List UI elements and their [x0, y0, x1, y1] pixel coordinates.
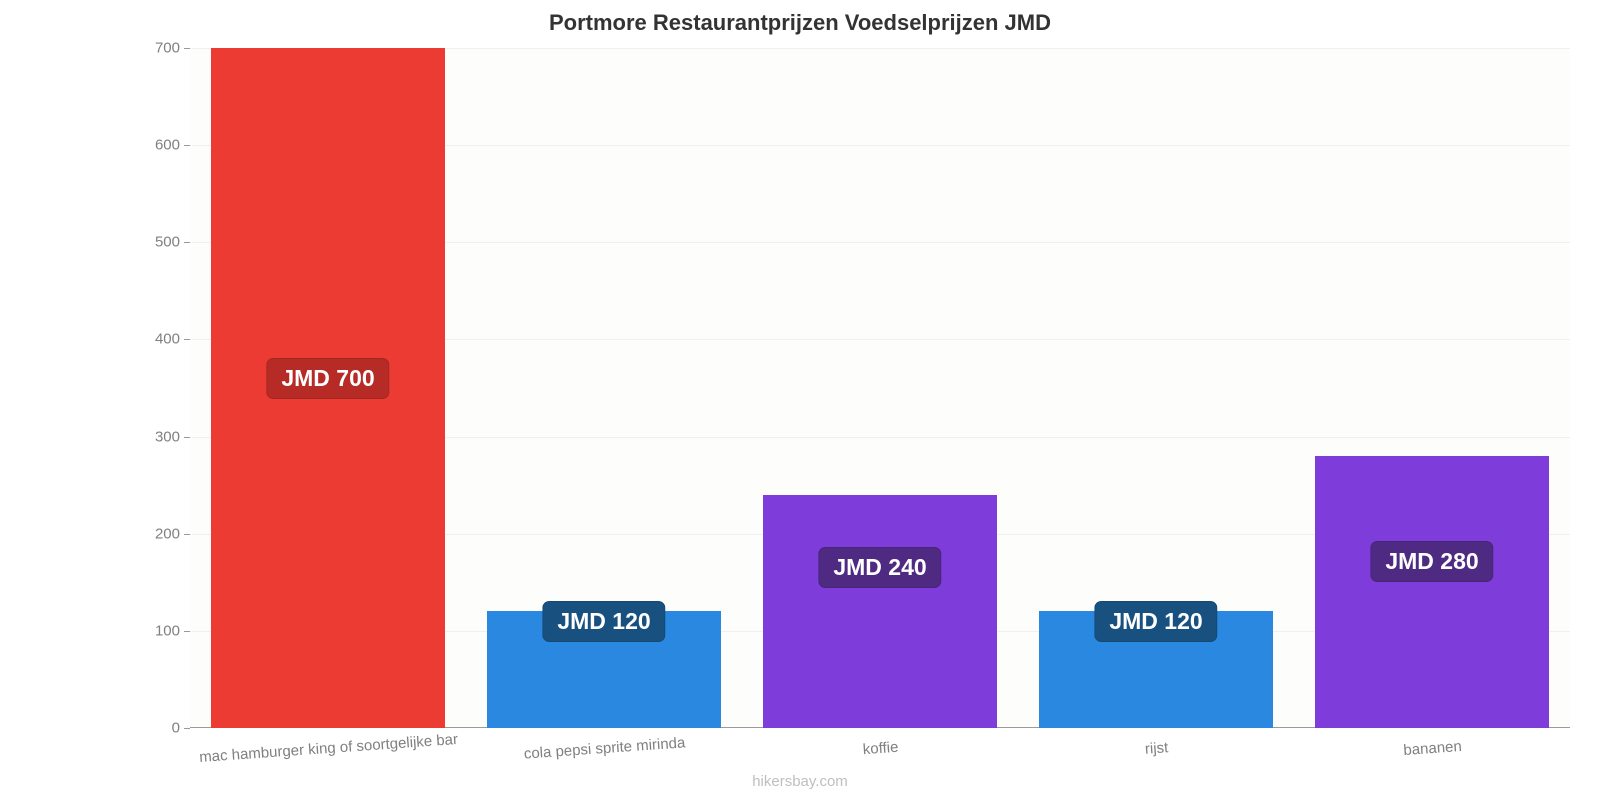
- x-category-label: mac hamburger king of soortgelijke bar: [199, 731, 459, 766]
- x-category-label: cola pepsi sprite mirinda: [523, 734, 686, 762]
- bar: JMD 120: [487, 611, 722, 728]
- bar: JMD 700: [211, 48, 446, 728]
- y-tick-mark: [184, 339, 190, 340]
- y-tick-mark: [184, 437, 190, 438]
- y-tick-mark: [184, 48, 190, 49]
- x-category-label: rijst: [1144, 739, 1168, 758]
- bar: JMD 280: [1315, 456, 1550, 728]
- bar-value-badge: JMD 240: [818, 547, 941, 588]
- y-tick-mark: [184, 728, 190, 729]
- price-bar-chart: Portmore Restaurantprijzen Voedselprijze…: [0, 0, 1600, 800]
- x-category-label: koffie: [862, 739, 899, 758]
- bar: JMD 240: [763, 495, 998, 728]
- x-category-label: bananen: [1403, 738, 1462, 759]
- bar-value-badge: JMD 120: [542, 601, 665, 642]
- y-tick-mark: [184, 145, 190, 146]
- bar: JMD 120: [1039, 611, 1274, 728]
- bar-value-badge: JMD 120: [1094, 601, 1217, 642]
- bar-value-badge: JMD 280: [1370, 541, 1493, 582]
- bar-value-badge: JMD 700: [266, 358, 389, 399]
- chart-title: Portmore Restaurantprijzen Voedselprijze…: [0, 10, 1600, 36]
- plot-area: 0100200300400500600700JMD 700mac hamburg…: [190, 48, 1570, 728]
- y-tick-mark: [184, 534, 190, 535]
- y-tick-mark: [184, 242, 190, 243]
- attribution-text: hikersbay.com: [0, 773, 1600, 790]
- y-tick-mark: [184, 631, 190, 632]
